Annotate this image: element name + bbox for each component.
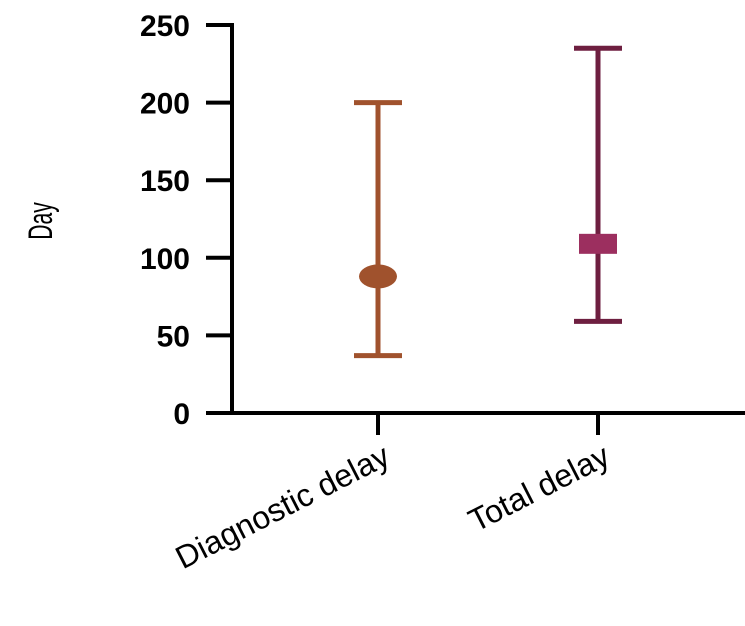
x-tick-label: Diagnostic delay bbox=[170, 437, 396, 576]
x-ticks: Diagnostic delay Total delay bbox=[170, 413, 616, 576]
data-point bbox=[359, 264, 397, 289]
y-ticks: 0 50 100 150 200 250 bbox=[140, 10, 232, 431]
y-tick-label: 0 bbox=[173, 398, 190, 431]
y-tick-label: 250 bbox=[140, 10, 190, 43]
y-axis-title: Day bbox=[21, 202, 59, 240]
y-tick-label: 150 bbox=[140, 165, 190, 198]
y-tick-label: 200 bbox=[140, 88, 190, 121]
axes bbox=[230, 23, 745, 415]
data-point bbox=[579, 233, 617, 254]
data-marks bbox=[354, 45, 622, 359]
y-tick-label: 50 bbox=[157, 320, 190, 353]
y-tick-label: 100 bbox=[140, 243, 190, 276]
x-tick-label: Total delay bbox=[463, 437, 616, 539]
